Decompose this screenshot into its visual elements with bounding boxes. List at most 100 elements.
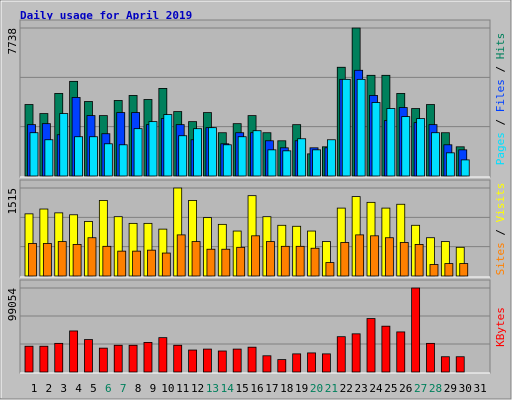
bar	[399, 242, 409, 277]
x-tick-label: 19	[295, 382, 308, 395]
bar	[74, 136, 84, 177]
bar	[117, 250, 127, 277]
x-tick-label: 8	[135, 382, 142, 395]
bar	[262, 355, 272, 373]
x-tick-label: 22	[340, 382, 353, 395]
bar	[307, 352, 316, 373]
bar	[206, 248, 216, 277]
bar	[59, 113, 69, 177]
bar	[221, 248, 231, 277]
series-legend: Pages / Files / Hits	[494, 33, 507, 166]
bar	[203, 348, 212, 373]
bar	[42, 243, 52, 277]
bar	[217, 350, 227, 373]
chart-title: Daily usage for April 2019	[20, 9, 192, 22]
bar	[72, 244, 82, 277]
x-tick-label: 21	[325, 382, 338, 395]
bar	[237, 136, 247, 177]
bar	[355, 234, 365, 277]
bar	[191, 241, 201, 277]
bar	[322, 353, 331, 373]
bar	[44, 139, 54, 177]
legend-entry: Hits	[494, 33, 507, 60]
x-tick-label: 12	[191, 382, 204, 395]
bar	[232, 348, 242, 373]
bar	[161, 252, 171, 277]
bar	[222, 144, 232, 177]
bar	[341, 78, 351, 177]
x-tick-label: 4	[75, 382, 82, 395]
bar	[132, 250, 141, 277]
bar	[57, 241, 67, 277]
bar	[386, 108, 396, 177]
legend-separator: /	[494, 59, 507, 79]
bar	[143, 342, 153, 373]
bar	[340, 242, 350, 277]
bar	[327, 139, 336, 177]
bar	[173, 344, 183, 373]
bar	[54, 342, 64, 373]
x-tick-label: 9	[150, 382, 157, 395]
bar	[236, 246, 246, 277]
bar	[252, 130, 262, 177]
bar	[148, 121, 158, 177]
x-tick-label: 18	[280, 382, 293, 395]
bar	[440, 356, 450, 373]
bar	[370, 235, 379, 277]
x-tick-label: 17	[265, 382, 278, 395]
bar	[351, 333, 361, 373]
bar	[455, 356, 465, 373]
series-legend: KBytes	[494, 307, 507, 347]
x-tick-label: 25	[384, 382, 397, 395]
bar	[118, 144, 128, 177]
bar	[445, 152, 455, 177]
x-tick-label: 16	[250, 382, 263, 395]
y-tick-label: 1515	[6, 188, 19, 215]
bar	[459, 263, 469, 277]
x-tick-label: 20	[310, 382, 323, 395]
legend-separator: /	[494, 222, 507, 242]
bar	[247, 346, 257, 373]
bar	[312, 149, 321, 177]
bar	[69, 330, 79, 373]
bar	[113, 344, 123, 373]
x-tick-label: 2	[46, 382, 53, 395]
bar	[431, 132, 440, 177]
bar	[24, 345, 34, 373]
legend-entry: Pages	[494, 132, 507, 165]
x-tick-label: 7	[120, 382, 127, 395]
bar	[426, 342, 435, 373]
legend-separator: /	[494, 112, 507, 132]
bar	[429, 264, 439, 277]
bar	[282, 150, 292, 177]
bar	[277, 359, 287, 373]
bar	[267, 149, 277, 177]
bar	[371, 102, 381, 177]
bar	[401, 116, 411, 177]
bar	[356, 78, 366, 177]
legend-entry: Files	[494, 79, 507, 112]
bar	[280, 245, 290, 277]
x-tick-label: 29	[444, 382, 457, 395]
bar	[29, 132, 39, 177]
bar	[102, 245, 112, 277]
x-tick-label: 10	[161, 382, 174, 395]
bar	[416, 118, 426, 177]
bar	[103, 143, 113, 177]
x-tick-label: 23	[355, 382, 368, 395]
legend-entry: KBytes	[494, 307, 507, 347]
bar	[84, 339, 93, 373]
bar	[297, 138, 307, 177]
bar	[208, 127, 217, 177]
bar	[87, 237, 97, 277]
bar	[98, 347, 108, 373]
bar	[158, 337, 168, 373]
legend-entry: Sites	[494, 242, 507, 275]
bar	[384, 237, 394, 277]
bar	[295, 245, 305, 277]
bar	[292, 353, 302, 373]
bar	[147, 249, 156, 277]
bar	[128, 344, 138, 373]
bar	[336, 336, 346, 373]
y-tick-label: 7738	[6, 28, 19, 55]
